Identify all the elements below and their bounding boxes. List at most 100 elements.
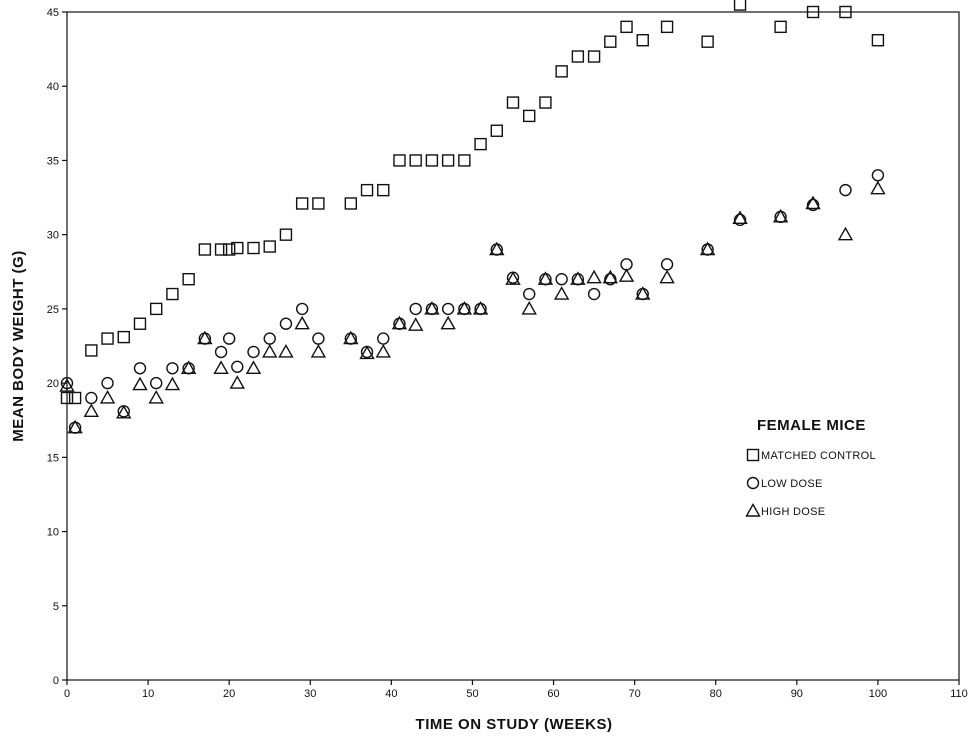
y-tick-label: 15 [47,452,59,464]
y-tick-label: 25 [47,304,59,316]
triangle-point [659,269,675,284]
y-axis-title: MEAN BODY WEIGHT (G) [10,250,27,441]
circle-point [263,332,276,345]
circle-point [620,258,633,271]
square-point [806,5,820,19]
square-point [393,154,406,167]
square-point [409,154,422,167]
series-square [60,0,885,405]
square-point [636,34,649,47]
square-point [231,241,244,255]
square-point [312,197,325,210]
square-point [85,344,98,357]
y-tick-label: 40 [47,81,59,93]
square-point [506,96,520,109]
circle-point [149,376,163,390]
square-point [523,109,536,123]
legend-entry-label: HIGH DOSE [761,506,825,518]
data-marks [59,0,886,434]
square-point [344,197,358,210]
triangle-point [229,375,245,389]
triangle-point [837,226,854,241]
square-point [182,273,195,286]
square-point [247,241,260,255]
square-point [149,302,163,316]
square-point [214,243,228,256]
circle-point [166,362,179,375]
circle-point [101,376,114,390]
square-point [587,50,601,63]
square-point [458,154,471,167]
x-tick-label: 80 [710,688,722,700]
triangle-point [805,195,821,210]
circle-point [133,362,147,375]
circle-point [231,360,244,373]
square-point [101,332,114,345]
y-tick-label: 20 [47,378,59,390]
triangle-point [245,360,262,374]
circle-point [871,169,885,182]
square-point [68,391,82,405]
x-axis-title: TIME ON STUDY (WEEKS) [416,716,613,733]
series-triangle [59,180,886,434]
plot-frame [66,11,960,681]
triangle-point [732,210,748,225]
legend-circle-marker [746,476,760,490]
circle-point [60,376,74,390]
x-tick-label: 40 [385,688,397,700]
circle-point [279,317,293,330]
y-tick-label: 35 [47,155,59,167]
square-point [774,20,787,34]
triangle-point [375,344,391,358]
square-point [279,228,293,241]
circle-point [377,332,390,345]
circle-point [409,302,422,316]
y-tick-label: 0 [53,675,59,687]
circle-point [312,332,325,345]
triangle-point [59,378,75,392]
circle-point [555,273,568,286]
square-point [571,50,585,63]
triangle-point [278,344,294,358]
legend-triangle-marker [745,503,761,517]
triangle-point [180,360,197,374]
triangle-point [505,271,521,285]
legend-entry-label: LOW DOSE [761,478,823,490]
triangle-point [310,344,327,358]
legend-title: FEMALE MICE [757,417,866,434]
square-point [620,20,633,34]
square-point [295,197,309,210]
triangle-point [213,360,229,374]
square-point [660,20,674,34]
square-point [555,65,568,78]
legend: FEMALE MICE MATCHED CONTROL LOW DOSE HIGH … [745,417,876,518]
x-tick-label: 70 [629,688,641,700]
triangle-point [148,390,164,404]
triangle-point [870,180,886,195]
x-tick-label: 110 [950,688,968,700]
triangle-point [343,330,359,345]
legend-entry-label: MATCHED CONTROL [761,450,876,462]
triangle-point [67,419,83,434]
plot-border [66,11,960,681]
square-point [701,35,714,48]
triangle-point [472,300,489,315]
circle-point [214,345,228,359]
triangle-point [489,241,505,256]
circle-point [523,287,536,301]
square-point [839,5,852,19]
square-point [604,35,617,48]
triangle-point [456,300,473,315]
square-point [60,391,74,405]
triangle-point [262,344,278,358]
x-tick-label: 10 [142,688,154,700]
triangle-point [197,330,213,345]
triangle-point [359,345,375,360]
circle-point [295,302,309,316]
circle-point [247,345,260,359]
axis-ticks: 0 10 20 30 40 50 60 70 80 90 100 110 0 5 10 15 20 25 30 35 4… [47,7,968,700]
circle-point [839,183,852,197]
triangle-point [699,241,716,256]
legend-entries: MATCHED CONTROL LOW DOSE HIGH DOSE [745,448,876,518]
circle-point [85,391,98,405]
